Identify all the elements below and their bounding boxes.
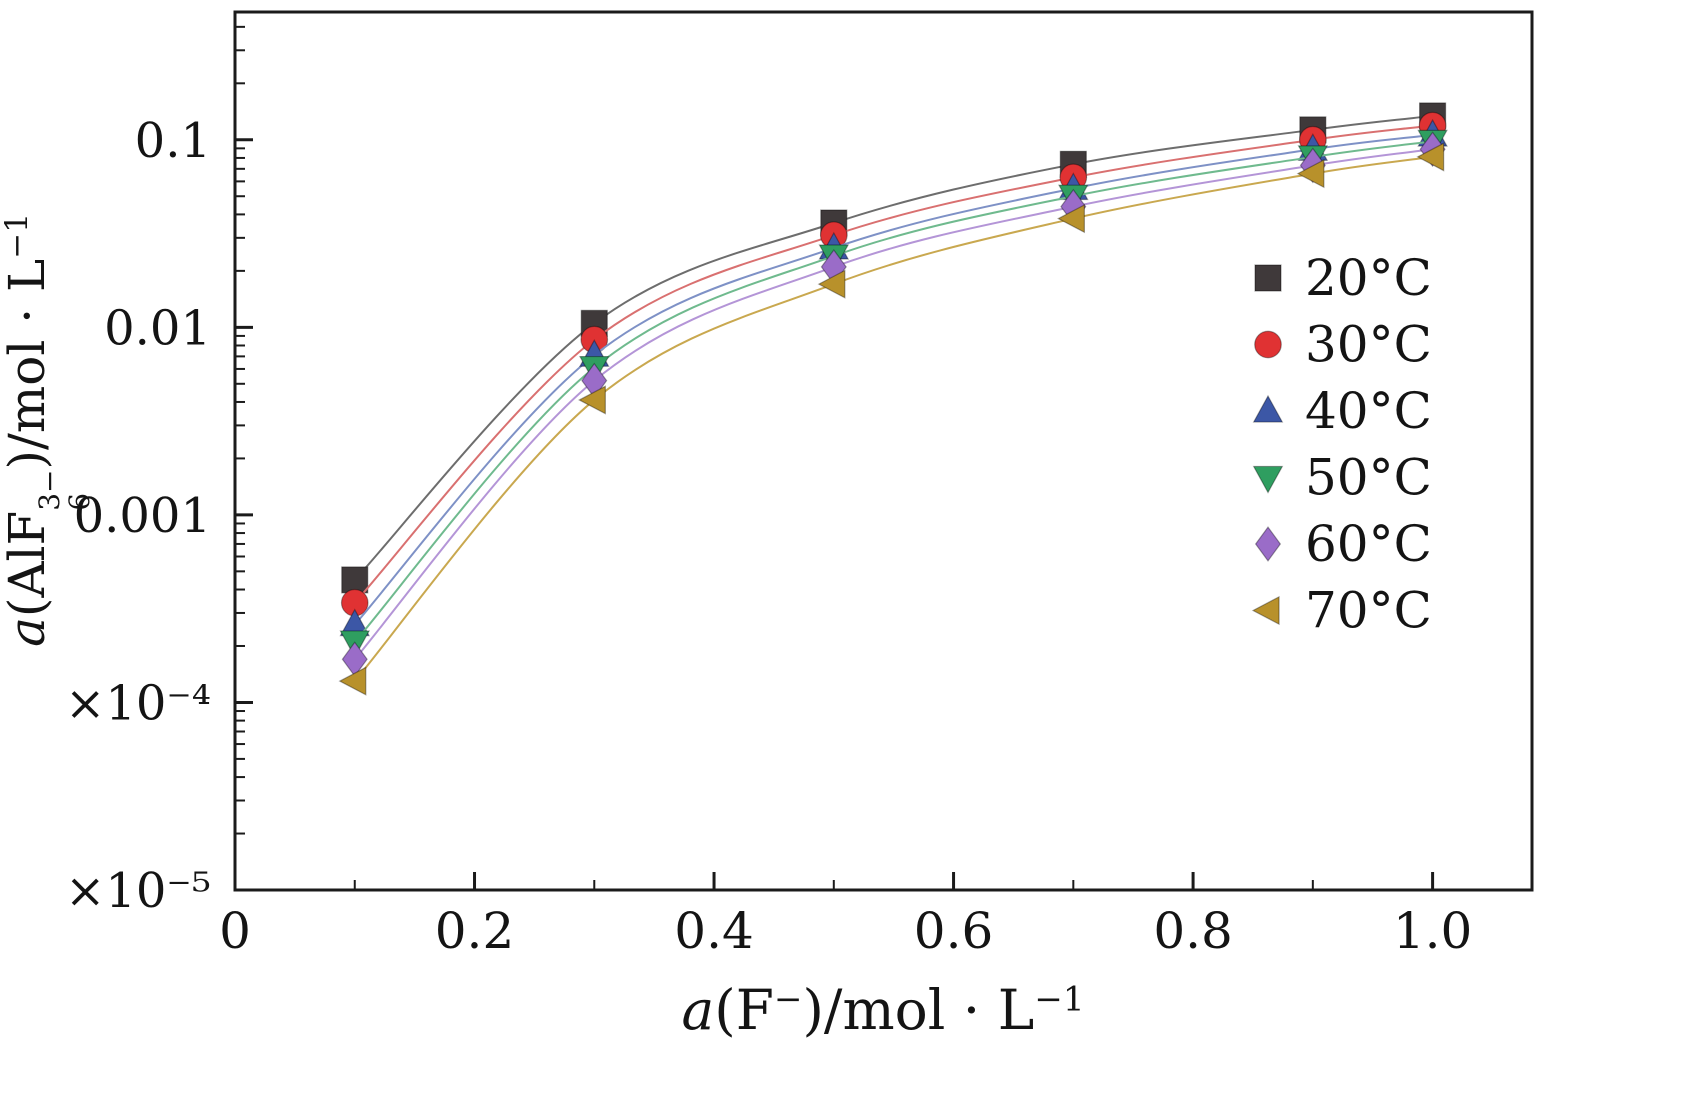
- series-30c: [340, 111, 1447, 617]
- y-axis-label-variable: a: [0, 617, 57, 647]
- legend-item-70c: 70°C: [1251, 582, 1432, 640]
- legend-label: 40°C: [1305, 382, 1432, 440]
- legend-item-30c: 30°C: [1254, 316, 1432, 374]
- legend-item-60c: 60°C: [1254, 515, 1432, 573]
- data-point-marker: [578, 385, 606, 415]
- series-50c: [339, 129, 1448, 659]
- legend-marker: [1254, 330, 1282, 359]
- x-tick-label: 0.2: [435, 902, 515, 960]
- y-axis-label-close: )/mol · L: [0, 258, 57, 470]
- data-point-marker: [338, 666, 367, 696]
- x-axis-label-close: )/mol · L: [802, 978, 1035, 1042]
- x-axis-label-variable: a: [681, 978, 715, 1042]
- x-tick-label: 1.0: [1393, 902, 1473, 960]
- series-line: [354, 148, 1433, 660]
- series-40c: [339, 118, 1448, 637]
- y-axis-label-exp: −1: [0, 213, 36, 259]
- y-tick-label: 0.01: [104, 300, 211, 356]
- legend-marker: [1252, 465, 1284, 494]
- y-axis-label-open: (AlF: [0, 510, 57, 618]
- y-tick-label: ×10⁻⁴: [65, 675, 211, 731]
- legend-marker: [1251, 595, 1280, 626]
- legend-item-40c: 40°C: [1252, 382, 1432, 440]
- y-axis-label: a(AlF 3− 6)/mol · L−1: [0, 213, 96, 647]
- y-axis-label-sup: 3−: [33, 469, 67, 511]
- data-point-marker: [1296, 158, 1325, 189]
- series-60c: [341, 131, 1446, 678]
- x-axis-label-sup: −: [773, 979, 803, 1020]
- data-point-marker: [817, 269, 846, 299]
- plot-border: [233, 10, 1534, 892]
- x-tick-label: 0.4: [674, 902, 754, 960]
- legend-marker: [1254, 526, 1282, 562]
- legend-marker: [1254, 264, 1282, 292]
- legend-label: 50°C: [1305, 449, 1432, 507]
- series-line: [354, 134, 1433, 626]
- data-point-marker: [341, 566, 369, 594]
- series-line: [354, 140, 1433, 643]
- axis-ticks: [233, 25, 1435, 892]
- y-tick-label: 0.001: [74, 488, 211, 544]
- x-axis-label-exp: −1: [1034, 979, 1085, 1020]
- series-line: [353, 155, 1433, 682]
- y-tick-label: ×10⁻⁵: [65, 863, 211, 919]
- x-axis-label-open: (F: [714, 978, 774, 1042]
- legend: 20°C 30°C 40°C 50°C 60°C 70°C: [1251, 249, 1432, 640]
- y-axis-label-subsup: 3− 6: [33, 469, 96, 511]
- legend-label: 30°C: [1305, 316, 1432, 374]
- x-tick-label: 0.8: [1153, 902, 1233, 960]
- x-axis-label: a(F−)/mol · L−1: [681, 978, 1084, 1042]
- legend-item-50c: 50°C: [1252, 449, 1432, 507]
- legend-item-20c: 20°C: [1254, 249, 1432, 307]
- data-point-marker: [1416, 142, 1445, 172]
- legend-label: 60°C: [1305, 515, 1432, 573]
- y-tick-label: 0.1: [135, 113, 211, 169]
- legend-label: 20°C: [1305, 249, 1432, 307]
- series-70c: [338, 142, 1445, 696]
- y-axis-label-sub: 6: [62, 492, 96, 511]
- data-point-marker: [1057, 203, 1085, 234]
- x-tick-label: 0.6: [914, 902, 994, 960]
- x-tick-label: 0: [219, 902, 251, 960]
- legend-label: 70°C: [1305, 582, 1432, 640]
- legend-marker: [1252, 394, 1284, 423]
